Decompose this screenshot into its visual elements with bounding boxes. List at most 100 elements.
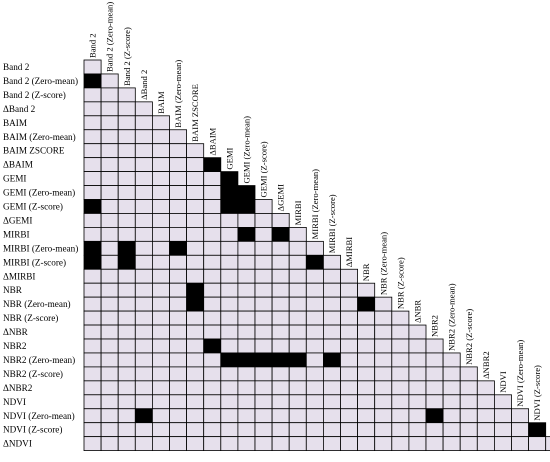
matrix-cell xyxy=(425,436,444,451)
matrix-cell-marked xyxy=(288,352,307,368)
matrix-cell xyxy=(288,310,307,326)
matrix-cell xyxy=(83,408,102,424)
matrix-cell xyxy=(408,394,427,410)
matrix-cell xyxy=(151,366,170,382)
matrix-cell xyxy=(442,394,461,410)
matrix-cell xyxy=(151,240,170,256)
matrix-cell xyxy=(340,366,359,382)
matrix-cell xyxy=(254,324,273,340)
matrix-cell xyxy=(288,254,307,270)
matrix-cell xyxy=(288,394,307,410)
matrix-cell xyxy=(151,254,170,270)
row-label: Band 2 (Z-score) xyxy=(3,90,66,100)
matrix-cell xyxy=(305,352,324,368)
matrix-cell xyxy=(340,282,359,298)
matrix-cell xyxy=(442,408,461,424)
matrix-cell xyxy=(151,436,170,451)
matrix-cell xyxy=(203,394,222,410)
matrix-cell xyxy=(357,436,376,451)
row-label: MIRBI (Zero-mean) xyxy=(3,243,78,253)
matrix-cell xyxy=(425,394,444,410)
matrix-cell xyxy=(271,254,290,270)
matrix-cell xyxy=(203,422,222,438)
matrix-cell xyxy=(117,352,136,368)
matrix-cell xyxy=(391,394,410,410)
row-label: Band 2 xyxy=(3,62,30,72)
matrix-cell xyxy=(134,129,153,145)
row-label: GEMI (Zero-mean) xyxy=(3,188,75,198)
matrix-cell xyxy=(151,157,170,172)
matrix-cell xyxy=(151,213,170,228)
matrix-cell xyxy=(100,73,119,89)
matrix-cell xyxy=(100,352,119,368)
matrix-cell xyxy=(305,310,324,326)
matrix-cell-marked xyxy=(220,352,239,368)
matrix-cell xyxy=(186,240,205,256)
matrix-cell xyxy=(100,213,119,228)
matrix-cell xyxy=(100,422,119,438)
matrix-cell xyxy=(305,324,324,340)
column-label: ΔBand 2 xyxy=(139,70,149,100)
matrix-cell xyxy=(288,380,307,396)
matrix-cell xyxy=(271,380,290,396)
matrix-cell-marked xyxy=(237,352,256,368)
matrix-cell xyxy=(117,213,136,228)
matrix-cell xyxy=(151,422,170,438)
matrix-cell xyxy=(340,436,359,451)
matrix-cell xyxy=(237,268,256,284)
matrix-cell xyxy=(322,338,341,354)
matrix-cell xyxy=(83,115,102,131)
matrix-cell xyxy=(305,408,324,424)
column-label: ΔBAIM xyxy=(207,127,217,155)
row-label: NDVI (Z-score) xyxy=(3,425,62,435)
matrix-cell xyxy=(340,310,359,326)
column-label: MIRBI (Zero-mean) xyxy=(310,169,320,240)
matrix-cell xyxy=(220,408,239,424)
row-label: GEMI xyxy=(3,174,26,184)
matrix-cell xyxy=(83,59,102,75)
matrix-cell xyxy=(186,226,205,242)
matrix-cell xyxy=(117,324,136,340)
matrix-cell xyxy=(288,436,307,451)
matrix-cell xyxy=(271,213,290,228)
matrix-cell-marked xyxy=(169,240,188,256)
column-label: NBR (Z-score) xyxy=(395,257,405,309)
matrix-cell-marked xyxy=(237,199,256,214)
matrix-cell xyxy=(134,268,153,284)
matrix-cell xyxy=(271,338,290,354)
matrix-cell xyxy=(134,185,153,200)
matrix-cell xyxy=(169,254,188,270)
matrix-cell xyxy=(391,408,410,424)
matrix-cell xyxy=(322,422,341,438)
matrix-cell xyxy=(459,408,478,424)
matrix-cell-marked xyxy=(220,171,239,186)
matrix-cell xyxy=(357,408,376,424)
matrix-cell xyxy=(169,226,188,242)
matrix-cell xyxy=(186,352,205,368)
matrix-cell xyxy=(425,338,444,354)
matrix-cell xyxy=(391,422,410,438)
row-label: ΔNBR2 xyxy=(3,383,33,393)
row-label: BAIM (Zero-mean) xyxy=(3,132,76,142)
column-label: NDVI xyxy=(498,371,508,393)
matrix-cell xyxy=(237,282,256,298)
matrix-cell xyxy=(100,310,119,326)
column-label: BAIM xyxy=(156,91,166,114)
matrix-cell xyxy=(288,338,307,354)
matrix-cell xyxy=(357,282,376,298)
matrix-cell xyxy=(271,240,290,256)
matrix-cell xyxy=(203,282,222,298)
matrix-cell xyxy=(169,380,188,396)
matrix-cell xyxy=(100,240,119,256)
matrix-cell xyxy=(169,324,188,340)
matrix-cell xyxy=(408,436,427,451)
matrix-cell xyxy=(391,366,410,382)
row-label: NBR2 xyxy=(3,341,27,351)
matrix-cell xyxy=(459,394,478,410)
matrix-cell xyxy=(186,213,205,228)
matrix-cell xyxy=(408,324,427,340)
matrix-cell xyxy=(134,157,153,172)
matrix-cell xyxy=(100,338,119,354)
matrix-cell xyxy=(528,436,547,451)
matrix-cell-marked xyxy=(254,352,273,368)
